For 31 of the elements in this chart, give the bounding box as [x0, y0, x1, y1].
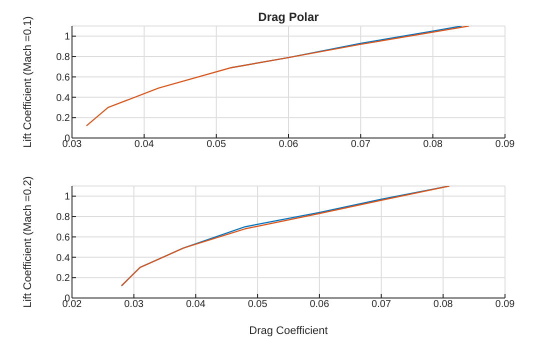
x-tick-label: 0.04	[134, 139, 154, 150]
y-tick-label: 0.8	[56, 52, 70, 64]
y-tick-label: 0.4	[56, 92, 70, 104]
x-tick-label: 0.09	[495, 139, 516, 150]
y-tick-label: 1	[64, 32, 70, 43]
x-tick-label: 0.04	[186, 299, 206, 310]
chart-title: Drag Polar	[257, 10, 320, 24]
y-tick-label: 1	[64, 192, 70, 203]
x-tick-label: 0.07	[350, 139, 371, 150]
y-tick-label: 0.2	[56, 113, 70, 124]
x-tick-label: 0.03	[124, 299, 144, 310]
x-tick-label: 0.06	[310, 299, 330, 310]
x-tick-label: 0.08	[433, 299, 454, 310]
y-tick-label: 0.8	[56, 212, 70, 224]
line-series	[120, 186, 450, 286]
x-tick-label: 0.07	[372, 299, 392, 310]
x-tick-label: 0.02	[62, 299, 82, 310]
x-tick-label: 0.06	[278, 139, 299, 150]
x-tick-label: 0.09	[495, 299, 516, 310]
y-tick-label: 0.2	[56, 273, 70, 284]
x-tick-label: 0.08	[423, 139, 443, 150]
y-tick-label: 0.4	[56, 252, 70, 264]
x-tick-label: 0.05	[248, 299, 268, 310]
x-axis-title: Drag Coefficient	[249, 325, 328, 337]
y-axis-title: Lift Coefficient (Mach =0.1)	[22, 16, 34, 148]
y-tick-label: 0.6	[56, 72, 70, 84]
line-series	[86, 26, 470, 126]
x-tick-label: 0.03	[62, 139, 82, 150]
x-tick-label: 0.05	[206, 139, 226, 150]
y-tick-label: 0.6	[56, 232, 70, 244]
y-axis-title: Lift Coefficient (Mach =0.2)	[22, 176, 34, 308]
